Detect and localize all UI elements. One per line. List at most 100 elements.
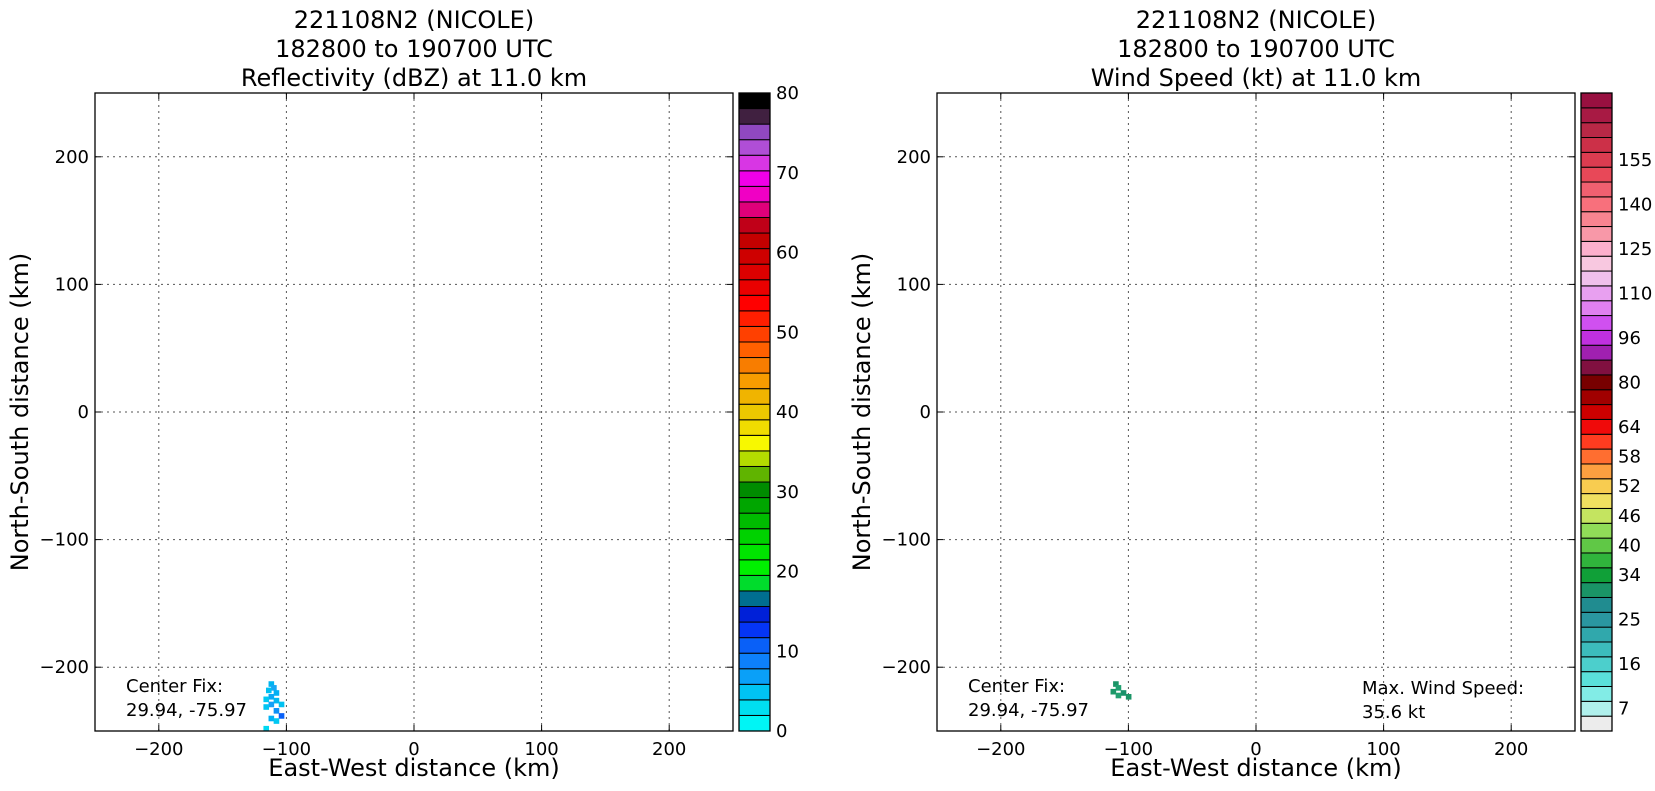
colorbar-segment — [1580, 226, 1613, 242]
colorbar-tick-label: 60 — [776, 243, 799, 264]
colorbar-segment — [1580, 715, 1613, 732]
colorbar-segment — [738, 559, 771, 576]
x-tick-label: −200 — [976, 739, 1025, 760]
panel-title-line-2: 182800 to 190700 UTC — [275, 35, 553, 63]
colorbar-tick-label: 34 — [1618, 565, 1641, 586]
colorbar-segment — [1580, 270, 1613, 287]
colorbar-segment — [738, 294, 771, 312]
data-cell — [278, 701, 285, 708]
colorbar-segment — [738, 450, 771, 467]
x-tick-label: −100 — [1104, 739, 1153, 760]
colorbar-segment — [1580, 181, 1613, 198]
wind-speed-panel: 221108N2 (NICOLE) 182800 to 190700 UTC W… — [848, 6, 1652, 782]
data-cell — [268, 715, 275, 722]
colorbar-segment — [738, 372, 771, 390]
colorbar-segment — [738, 232, 771, 250]
colorbar-segment — [738, 637, 771, 654]
reflectivity-colorbar: 0 10 20 30 40 50 60 70 80 — [738, 83, 799, 742]
colorbar-segment — [738, 528, 771, 545]
colorbar-tick-label: 46 — [1618, 506, 1641, 527]
colorbar-segment — [1580, 255, 1613, 272]
colorbar-segment — [1580, 567, 1613, 584]
colorbar-segment — [738, 216, 771, 234]
data-cell — [263, 696, 270, 703]
colorbar-tick-label: 20 — [776, 562, 799, 583]
colorbar-segment — [1580, 626, 1613, 643]
colorbar-segment — [1580, 552, 1613, 569]
colorbar-tick-label: 0 — [776, 721, 787, 742]
x-tick-label: 0 — [408, 739, 419, 760]
colorbar-segment — [1580, 166, 1613, 183]
wind-speed-colorbar: 7 16 25 34 40 46 52 58 64 80 96 110 125 140 155 — [1580, 92, 1652, 732]
colorbar-segment — [1580, 211, 1613, 228]
data-cell — [1120, 690, 1127, 696]
colorbar-tick-label: 10 — [776, 641, 799, 662]
colorbar-tick-label: 80 — [1618, 372, 1641, 393]
data-cell — [273, 697, 280, 704]
data-cell — [265, 687, 272, 694]
colorbar-segment — [1580, 359, 1613, 376]
max-wind-speed-value: 35.6 kt — [1362, 702, 1425, 723]
panel-title-line-2: 182800 to 190700 UTC — [1117, 35, 1395, 63]
y-tick-label: −100 — [40, 530, 89, 551]
colorbar-segment — [738, 512, 771, 530]
x-tick-label: −200 — [134, 739, 183, 760]
y-axis-label: North-South distance (km) — [848, 253, 876, 572]
data-cell — [1110, 688, 1117, 695]
colorbar-segment — [738, 123, 771, 141]
colorbar-segment — [738, 388, 771, 405]
colorbar-segment — [738, 357, 771, 374]
colorbar-segment — [738, 139, 771, 156]
colorbar-segment — [1580, 685, 1613, 702]
colorbar-tick-label: 110 — [1618, 283, 1652, 304]
colorbar-segment — [1580, 151, 1613, 168]
colorbar-segment — [738, 248, 771, 265]
colorbar-segment — [1580, 671, 1613, 687]
colorbar-segment — [1580, 122, 1613, 139]
colorbar-tick-label: 50 — [776, 322, 799, 343]
colorbar-segment — [1580, 300, 1613, 317]
colorbar-tick-label: 40 — [1618, 536, 1641, 557]
colorbar-segment — [1580, 389, 1613, 406]
panel-title-line-1: 221108N2 (NICOLE) — [294, 6, 534, 34]
data-cell — [1125, 693, 1132, 700]
colorbar-segment — [1580, 522, 1613, 539]
x-tick-label: 200 — [652, 739, 686, 760]
data-cell — [268, 681, 275, 687]
data-cell — [273, 708, 280, 714]
max-wind-speed-label: Max. Wind Speed: — [1362, 678, 1524, 699]
colorbar-segment — [1580, 137, 1613, 153]
colorbar-segment — [738, 497, 771, 514]
colorbar-segment — [738, 668, 771, 685]
y-tick-label: 200 — [897, 147, 931, 168]
colorbar-segment — [1580, 329, 1613, 346]
colorbar-segment — [1580, 656, 1613, 673]
center-fix-value: 29.94, -75.97 — [126, 700, 247, 721]
x-axis-label: East-West distance (km) — [1110, 754, 1401, 782]
colorbar-segment — [1580, 315, 1613, 331]
colorbar-segment — [1580, 92, 1613, 109]
center-fix-label: Center Fix: — [968, 676, 1065, 697]
colorbar-tick-label: 70 — [776, 163, 799, 184]
data-cell — [268, 693, 275, 700]
colorbar-segment — [738, 481, 771, 499]
colorbar-segment — [1580, 493, 1613, 509]
data-cell — [263, 725, 270, 732]
y-tick-label: 200 — [55, 147, 89, 168]
colorbar-segment — [1580, 240, 1613, 257]
colorbar-segment — [1580, 448, 1613, 465]
y-tick-label: −100 — [882, 530, 931, 551]
data-cell — [271, 685, 277, 691]
colorbar-tick-label: 52 — [1618, 476, 1641, 497]
x-tick-label: −100 — [262, 739, 311, 760]
colorbar-segment — [1580, 107, 1613, 124]
y-tick-label: 0 — [78, 402, 89, 423]
colorbar-segment — [1580, 285, 1613, 302]
colorbar-segment — [738, 652, 771, 670]
colorbar-segment — [1580, 507, 1613, 524]
center-fix-value: 29.94, -75.97 — [968, 700, 1089, 721]
data-cell — [263, 704, 270, 710]
colorbar-segment — [1580, 374, 1613, 391]
